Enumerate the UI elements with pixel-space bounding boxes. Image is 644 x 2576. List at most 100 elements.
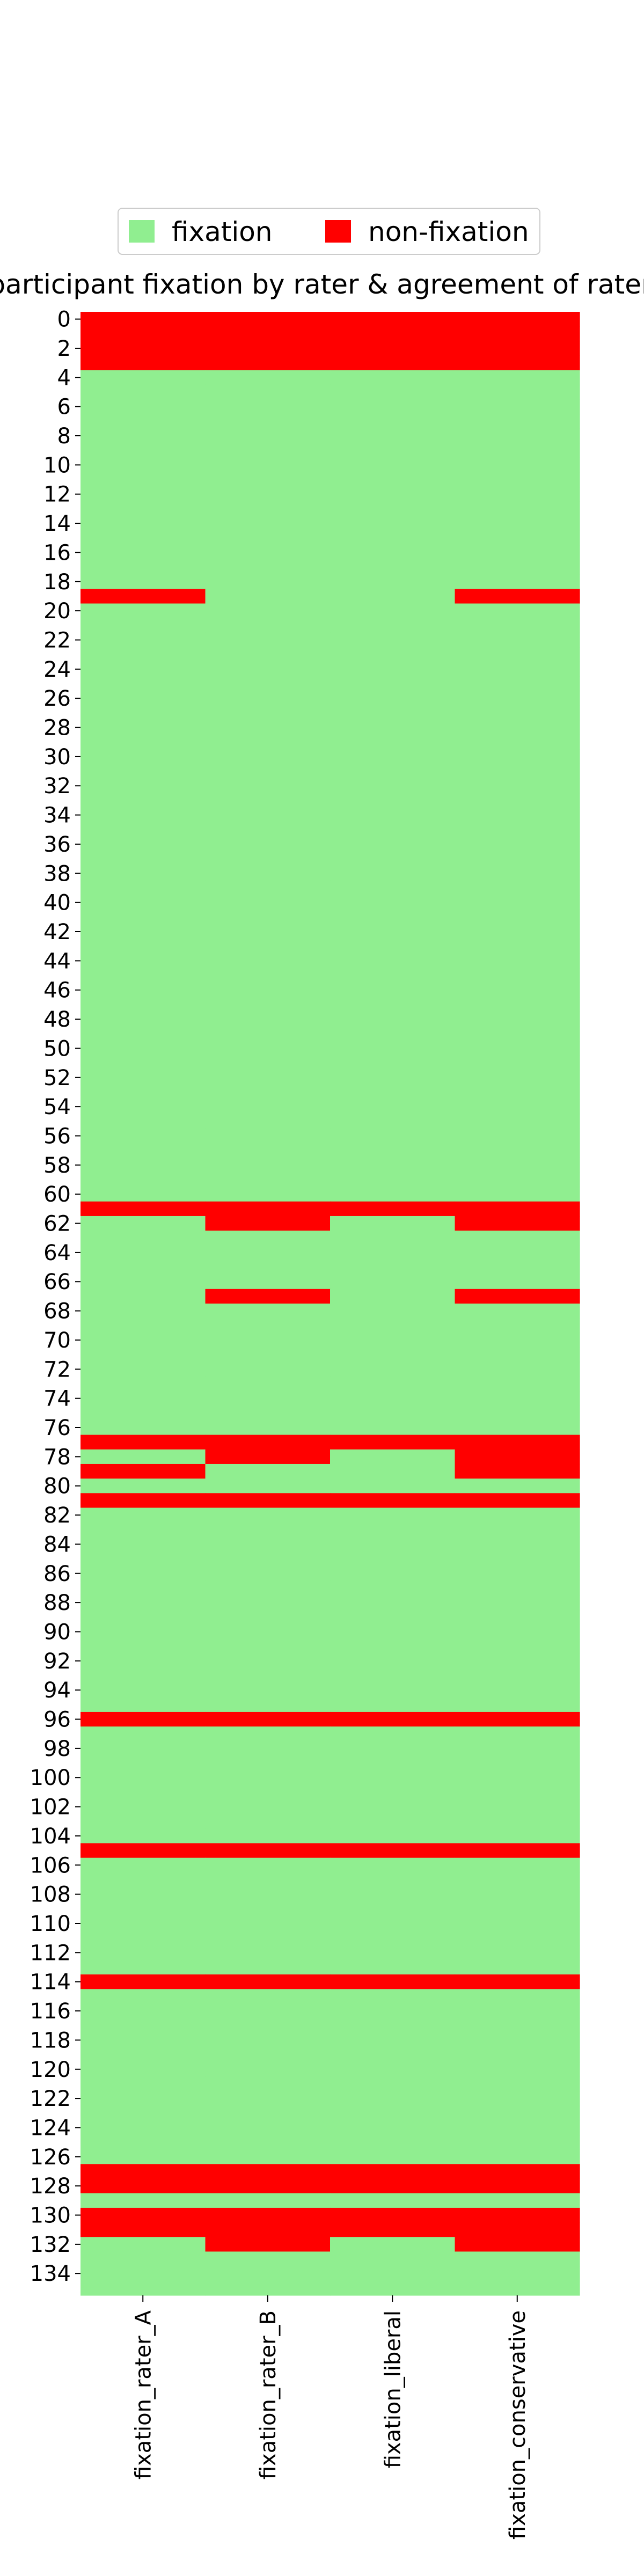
y-tick-label: 68 xyxy=(43,1299,71,1324)
heatmap-cell xyxy=(80,1362,206,1377)
y-tick-label: 116 xyxy=(30,1999,71,2024)
heatmap-cell xyxy=(205,997,331,1013)
heatmap-cell xyxy=(455,1114,580,1129)
y-tick-label: 4 xyxy=(57,365,71,390)
heatmap-cell xyxy=(455,1580,580,1596)
heatmap-cell xyxy=(455,2032,580,2048)
heatmap-cell xyxy=(205,808,331,823)
heatmap-cell xyxy=(205,1522,331,1538)
heatmap-cell xyxy=(205,1362,331,1377)
heatmap-cell xyxy=(455,1099,580,1115)
y-tick-label: 88 xyxy=(43,1591,71,1615)
heatmap-cell xyxy=(330,2076,456,2092)
y-tick-label: 28 xyxy=(43,716,71,741)
heatmap-cell xyxy=(330,662,456,677)
heatmap-cell xyxy=(330,1026,456,1042)
heatmap-cell xyxy=(205,705,331,721)
y-tick-label: 98 xyxy=(43,1737,71,1761)
heatmap-cell xyxy=(80,1158,206,1173)
heatmap-cell xyxy=(455,341,580,356)
heatmap-cell xyxy=(330,1507,456,1523)
heatmap-cell xyxy=(330,1552,456,1567)
heatmap-cell xyxy=(455,837,580,852)
heatmap-cell xyxy=(455,530,580,546)
heatmap-cell xyxy=(205,1901,331,1917)
heatmap-cell xyxy=(205,2062,331,2077)
y-tick-label: 80 xyxy=(43,1474,71,1499)
heatmap-cell xyxy=(455,589,580,604)
heatmap-cell xyxy=(205,662,331,677)
heatmap-cell xyxy=(80,647,206,662)
heatmap-cell xyxy=(80,443,206,458)
heatmap-cell xyxy=(330,1930,456,1946)
heatmap-cell xyxy=(205,1231,331,1246)
heatmap-cell xyxy=(205,457,331,473)
heatmap-cell xyxy=(205,1376,331,1392)
y-tick-label: 18 xyxy=(43,570,71,595)
heatmap-cell xyxy=(205,2120,331,2135)
heatmap-cell xyxy=(455,2280,580,2296)
heatmap-cell xyxy=(205,530,331,546)
heatmap-cell xyxy=(330,1333,456,1348)
heatmap-cell xyxy=(330,1522,456,1538)
heatmap-cell xyxy=(330,1479,456,1494)
y-tick-label: 86 xyxy=(43,1562,71,1586)
y-tick-label: 92 xyxy=(43,1649,71,1674)
y-tick-label: 84 xyxy=(43,1532,71,1557)
heatmap-cell xyxy=(205,1653,331,1669)
heatmap-cell xyxy=(455,1887,580,1902)
y-tick-label: 78 xyxy=(43,1445,71,1469)
heatmap-cell xyxy=(80,1843,206,1858)
heatmap-cell xyxy=(455,1595,580,1611)
heatmap-cell xyxy=(330,764,456,779)
heatmap-cell xyxy=(455,1697,580,1713)
heatmap-cell xyxy=(455,851,580,867)
heatmap-cell xyxy=(330,793,456,808)
heatmap-cell xyxy=(455,1711,580,1727)
heatmap-cell xyxy=(205,516,331,531)
heatmap-cell xyxy=(455,1536,580,1552)
heatmap-cell xyxy=(205,1755,331,1771)
heatmap-cell xyxy=(330,1857,456,1873)
heatmap-cell xyxy=(80,1143,206,1158)
heatmap-cell xyxy=(330,1755,456,1771)
heatmap-cell xyxy=(205,1274,331,1290)
heatmap-cell xyxy=(80,1814,206,1829)
heatmap-cell xyxy=(80,384,206,400)
heatmap-cell xyxy=(80,793,206,808)
heatmap-cell xyxy=(455,778,580,794)
y-tick-label: 46 xyxy=(43,978,71,1003)
heatmap-cell xyxy=(455,1026,580,1042)
heatmap-cell xyxy=(80,1479,206,1494)
heatmap-cell xyxy=(330,808,456,823)
y-tick-label: 118 xyxy=(30,2028,71,2053)
heatmap-cell xyxy=(205,1391,331,1406)
heatmap-cell xyxy=(205,2222,331,2237)
heatmap-cell xyxy=(455,793,580,808)
y-tick-label: 0 xyxy=(57,308,71,332)
heatmap-cell xyxy=(205,1463,331,1479)
heatmap-cell xyxy=(455,1857,580,1873)
heatmap-cell xyxy=(80,1580,206,1596)
heatmap-cell xyxy=(205,1799,331,1814)
heatmap-cell xyxy=(455,545,580,560)
heatmap-cell xyxy=(205,560,331,575)
heatmap-cell xyxy=(205,691,331,706)
heatmap-cell xyxy=(455,2193,580,2208)
heatmap-cell xyxy=(330,1420,456,1436)
heatmap-cell xyxy=(330,341,456,356)
heatmap-cell xyxy=(330,1070,456,1085)
heatmap-cell xyxy=(330,1697,456,1713)
heatmap-cell xyxy=(205,1479,331,1494)
heatmap-cell xyxy=(80,1536,206,1552)
heatmap-cell xyxy=(80,1741,206,1757)
heatmap-cell xyxy=(205,2237,331,2252)
y-tick-label: 134 xyxy=(30,2262,71,2286)
heatmap-cell xyxy=(80,1333,206,1348)
heatmap-cell xyxy=(205,2149,331,2165)
heatmap-cell xyxy=(205,1507,331,1523)
heatmap-cell xyxy=(80,1406,206,1421)
heatmap-cell xyxy=(455,1799,580,1814)
heatmap-cell xyxy=(330,1304,456,1319)
heatmap-cell xyxy=(205,866,331,881)
